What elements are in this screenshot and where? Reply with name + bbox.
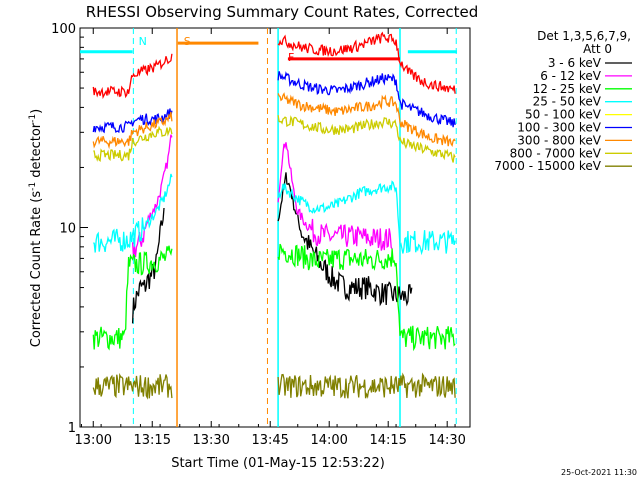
x-tick-label: 14:00: [310, 433, 347, 448]
legend-label: 100 - 300 keV: [517, 121, 601, 135]
series-line: [92, 245, 173, 351]
series: [92, 243, 456, 352]
series-line: [277, 243, 456, 352]
legend-label: 25 - 50 keV: [533, 95, 602, 109]
series-line: [277, 172, 413, 307]
y-tick-label: 1: [68, 421, 76, 436]
series: [92, 31, 456, 100]
y-axis-label: Corrected Count Rate (s-1 detector-1): [28, 109, 44, 347]
series-line: [93, 125, 173, 162]
legend-label: 3 - 6 keV: [548, 56, 602, 70]
series-line: [92, 372, 173, 400]
x-tick-label: 13:30: [192, 433, 229, 448]
series-line: [277, 180, 456, 256]
y-tick-label: 100: [51, 22, 76, 37]
series-line: [277, 372, 456, 399]
series-line: [277, 115, 456, 163]
legend-label: 7000 - 15000 keV: [494, 159, 601, 173]
x-tick-label: 13:45: [251, 433, 288, 448]
annotation-F: F: [288, 51, 294, 64]
legend-label: 6 - 12 keV: [540, 69, 602, 83]
legend-header-2: Att 0: [583, 42, 612, 56]
series: [93, 173, 456, 256]
series-line: [92, 111, 173, 150]
status-bars: [80, 41, 458, 61]
x-ticks: 13:00 13:15 13:30 13:45 14:00 14:15 14:30: [75, 28, 466, 448]
series: [92, 372, 456, 400]
legend-label: 800 - 7000 keV: [510, 146, 602, 160]
footer-timestamp: 25-Oct-2021 11:30: [561, 468, 637, 477]
y-ticks: 100 10 1: [51, 22, 88, 436]
legend-label: 12 - 25 keV: [533, 82, 602, 96]
series-line: [277, 31, 456, 94]
series-line: [92, 53, 173, 100]
series-lines: [92, 31, 456, 400]
series-line: [277, 142, 393, 251]
series-line: [93, 173, 173, 253]
series-line: [131, 207, 165, 324]
x-tick-label: 13:00: [75, 433, 112, 448]
annotations: N S F: [139, 35, 295, 64]
annotation-N: N: [139, 35, 147, 48]
vertical-markers: [132, 28, 457, 427]
legend-label: 50 - 100 keV: [525, 108, 602, 122]
x-tick-label: 14:15: [369, 433, 406, 448]
x-tick-label: 13:15: [134, 433, 171, 448]
x-axis-label: Start Time (01-May-15 12:53:22): [171, 456, 385, 471]
series: [92, 92, 456, 150]
x-tick-label: 14:30: [428, 433, 465, 448]
legend-label: 300 - 800 keV: [517, 133, 601, 147]
y-tick-label: 10: [59, 222, 76, 237]
series-line: [277, 92, 456, 148]
legend-header-1: Det 1,3,5,6,7,9,: [537, 29, 631, 43]
series: [93, 115, 456, 163]
series: [131, 172, 413, 324]
series: [92, 71, 456, 134]
series-line: [277, 71, 456, 128]
chart-title: RHESSI Observing Summary Count Rates, Co…: [86, 3, 479, 21]
annotation-S: S: [184, 35, 191, 48]
